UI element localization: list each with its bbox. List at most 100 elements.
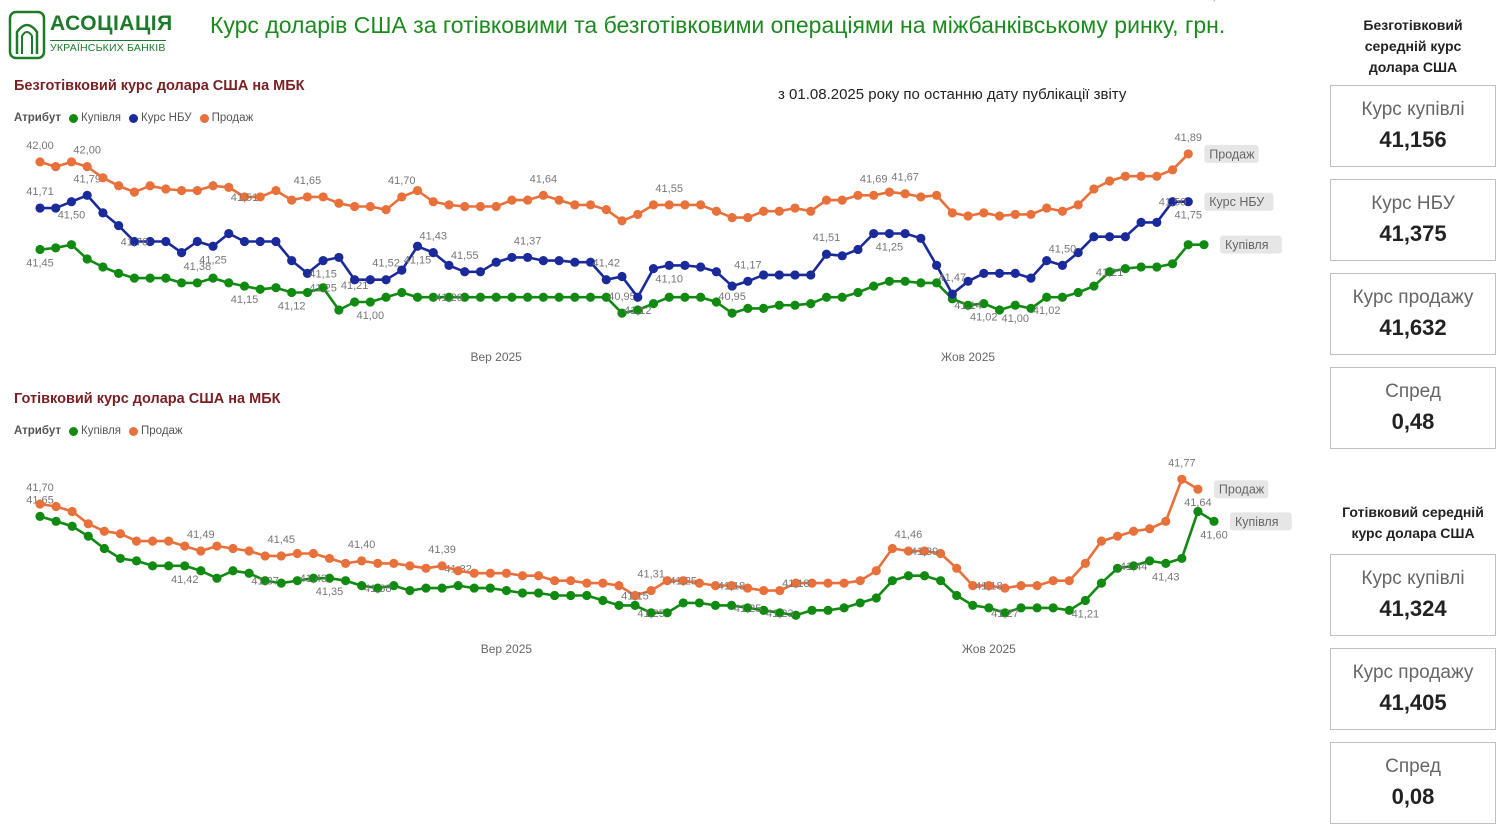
data-point[interactable]	[114, 268, 124, 278]
data-point[interactable]	[598, 595, 608, 606]
data-point[interactable]	[1026, 273, 1036, 283]
data-point[interactable]	[292, 576, 302, 586]
data-point[interactable]	[114, 220, 124, 231]
data-point[interactable]	[507, 195, 517, 205]
data-point[interactable]	[318, 283, 328, 293]
data-point[interactable]	[115, 553, 126, 564]
data-point[interactable]	[397, 192, 407, 202]
data-point[interactable]	[66, 197, 77, 207]
data-point[interactable]	[82, 190, 92, 200]
data-point[interactable]	[491, 292, 501, 302]
data-point[interactable]	[617, 308, 627, 318]
data-point[interactable]	[255, 236, 265, 247]
data-point[interactable]	[1089, 232, 1099, 242]
data-point[interactable]	[244, 546, 254, 556]
data-point[interactable]	[444, 200, 454, 210]
data-point[interactable]	[837, 251, 847, 261]
data-point[interactable]	[710, 600, 721, 610]
data-point[interactable]	[1000, 583, 1010, 593]
data-point[interactable]	[994, 305, 1005, 315]
data-point[interactable]	[743, 603, 753, 613]
data-point[interactable]	[276, 551, 286, 561]
data-point[interactable]	[1193, 506, 1203, 517]
data-point[interactable]	[324, 553, 335, 564]
data-point[interactable]	[428, 292, 438, 302]
data-point[interactable]	[1209, 516, 1219, 526]
data-point[interactable]	[1089, 184, 1099, 194]
data-point[interactable]	[538, 256, 548, 266]
data-point[interactable]	[791, 578, 801, 588]
data-point[interactable]	[871, 566, 881, 576]
data-point[interactable]	[680, 200, 690, 210]
data-point[interactable]	[365, 297, 375, 307]
data-point[interactable]	[1032, 581, 1042, 591]
data-point[interactable]	[292, 548, 302, 559]
data-point[interactable]	[475, 201, 486, 212]
data-point[interactable]	[837, 195, 847, 205]
data-point[interactable]	[696, 292, 706, 302]
data-point[interactable]	[460, 292, 470, 302]
data-point[interactable]	[678, 598, 688, 608]
data-point[interactable]	[129, 236, 139, 247]
data-point[interactable]	[1152, 262, 1162, 272]
legend-item-buy[interactable]: Купівля	[69, 112, 121, 124]
data-point[interactable]	[1057, 292, 1068, 302]
data-point[interactable]	[302, 287, 313, 298]
data-point[interactable]	[900, 276, 910, 286]
data-point[interactable]	[711, 206, 721, 216]
data-point[interactable]	[287, 287, 297, 298]
data-point[interactable]	[389, 558, 399, 568]
data-point[interactable]	[365, 275, 375, 285]
data-point[interactable]	[1026, 209, 1036, 220]
data-point[interactable]	[727, 281, 737, 291]
data-point[interactable]	[726, 581, 737, 591]
data-point[interactable]	[774, 270, 784, 280]
data-point[interactable]	[444, 292, 454, 302]
data-point[interactable]	[1177, 474, 1187, 484]
data-point[interactable]	[743, 213, 753, 223]
data-point[interactable]	[66, 157, 77, 167]
data-point[interactable]	[916, 192, 926, 202]
data-point[interactable]	[791, 610, 801, 620]
data-point[interactable]	[931, 260, 942, 270]
data-point[interactable]	[208, 181, 218, 191]
data-point[interactable]	[1057, 206, 1068, 216]
data-point[interactable]	[1032, 603, 1042, 613]
data-point[interactable]	[428, 248, 438, 258]
data-point[interactable]	[550, 576, 560, 586]
data-point[interactable]	[554, 256, 564, 266]
data-point[interactable]	[952, 563, 962, 573]
data-point[interactable]	[1120, 171, 1130, 181]
data-point[interactable]	[533, 571, 544, 581]
data-point[interactable]	[884, 228, 895, 239]
data-point[interactable]	[887, 543, 897, 554]
data-point[interactable]	[1048, 576, 1058, 586]
data-point[interactable]	[775, 585, 785, 596]
data-point[interactable]	[1010, 268, 1020, 278]
data-point[interactable]	[485, 568, 495, 578]
data-point[interactable]	[308, 573, 318, 583]
data-point[interactable]	[1105, 232, 1115, 242]
data-point[interactable]	[919, 546, 930, 556]
data-point[interactable]	[318, 192, 328, 202]
data-point[interactable]	[397, 265, 407, 275]
data-point[interactable]	[887, 576, 897, 586]
data-point[interactable]	[287, 256, 297, 266]
data-point[interactable]	[601, 275, 611, 285]
data-point[interactable]	[855, 576, 865, 586]
data-point[interactable]	[405, 585, 415, 596]
data-point[interactable]	[884, 187, 895, 197]
data-point[interactable]	[570, 257, 580, 267]
data-point[interactable]	[437, 561, 447, 571]
data-point[interactable]	[334, 252, 344, 263]
data-point[interactable]	[1042, 203, 1052, 213]
data-point[interactable]	[1080, 595, 1090, 606]
data-point[interactable]	[271, 283, 281, 293]
data-point[interactable]	[239, 192, 250, 202]
data-point[interactable]	[664, 260, 674, 270]
data-point[interactable]	[727, 213, 737, 223]
data-point[interactable]	[585, 200, 596, 210]
data-point[interactable]	[1136, 262, 1146, 272]
data-point[interactable]	[994, 211, 1005, 221]
data-point[interactable]	[83, 519, 93, 529]
